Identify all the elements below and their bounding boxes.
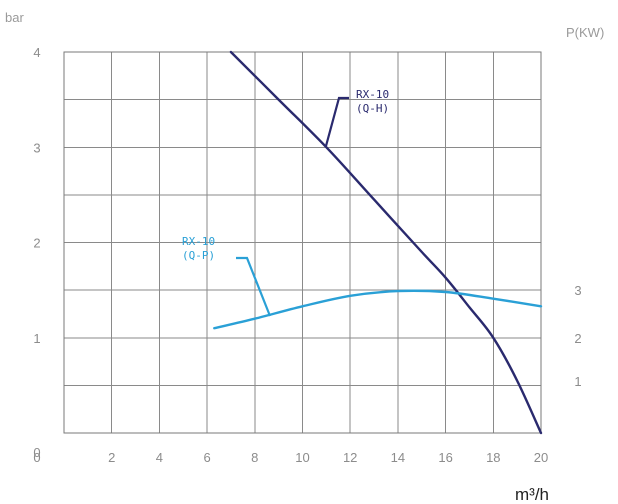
- x-tick-label: 14: [391, 450, 405, 465]
- y-left-tick-label: 1: [33, 331, 40, 346]
- y-left-tick-label: 3: [33, 140, 40, 155]
- x-tick-label: 6: [203, 450, 210, 465]
- series-layer: [213, 50, 543, 435]
- qh-leader-line: [324, 96, 349, 147]
- x-tick-label: 8: [251, 450, 258, 465]
- x-axis-label: m³/h: [515, 485, 549, 504]
- y-right-axis-label: P(KW): [566, 25, 604, 40]
- qp-leader-line: [236, 256, 272, 317]
- qh-callout-line1: RX-10: [356, 88, 389, 101]
- x-tick-label: 0: [33, 450, 40, 465]
- x-tick-label: 16: [438, 450, 452, 465]
- x-tick-label: 12: [343, 450, 357, 465]
- y-left-axis-label: bar: [5, 10, 24, 25]
- grid-lines: [64, 52, 541, 433]
- y-right-tick-label: 1: [574, 374, 581, 389]
- x-tick-label: 10: [295, 450, 309, 465]
- y-right-tick-label: 2: [574, 331, 581, 346]
- y-right-tick-label: 3: [574, 283, 581, 298]
- x-tick-label: 2: [108, 450, 115, 465]
- x-tick-label: 18: [486, 450, 500, 465]
- plot-frame: [63, 51, 542, 434]
- y-left-tick-label: 0: [33, 445, 40, 460]
- qh-callout-line2: (Q-H): [356, 102, 389, 115]
- y-left-axis-ticks: 0 1 2 3 4: [33, 45, 40, 460]
- y-left-tick-label: 2: [33, 236, 40, 251]
- y-left-tick-label: 4: [33, 45, 40, 60]
- qh-curve-line: [229, 50, 543, 435]
- x-tick-label: 20: [534, 450, 548, 465]
- x-tick-label: 4: [156, 450, 163, 465]
- qp-callout-line2: (Q-P): [182, 249, 215, 262]
- qp-curve-line: [213, 289, 543, 330]
- x-axis-ticks: 0 2 4 6 8 10 12 14 16 18 20: [33, 450, 548, 465]
- y-right-axis-ticks: 1 2 3: [574, 283, 581, 389]
- qp-callout-line1: RX-10: [182, 235, 215, 248]
